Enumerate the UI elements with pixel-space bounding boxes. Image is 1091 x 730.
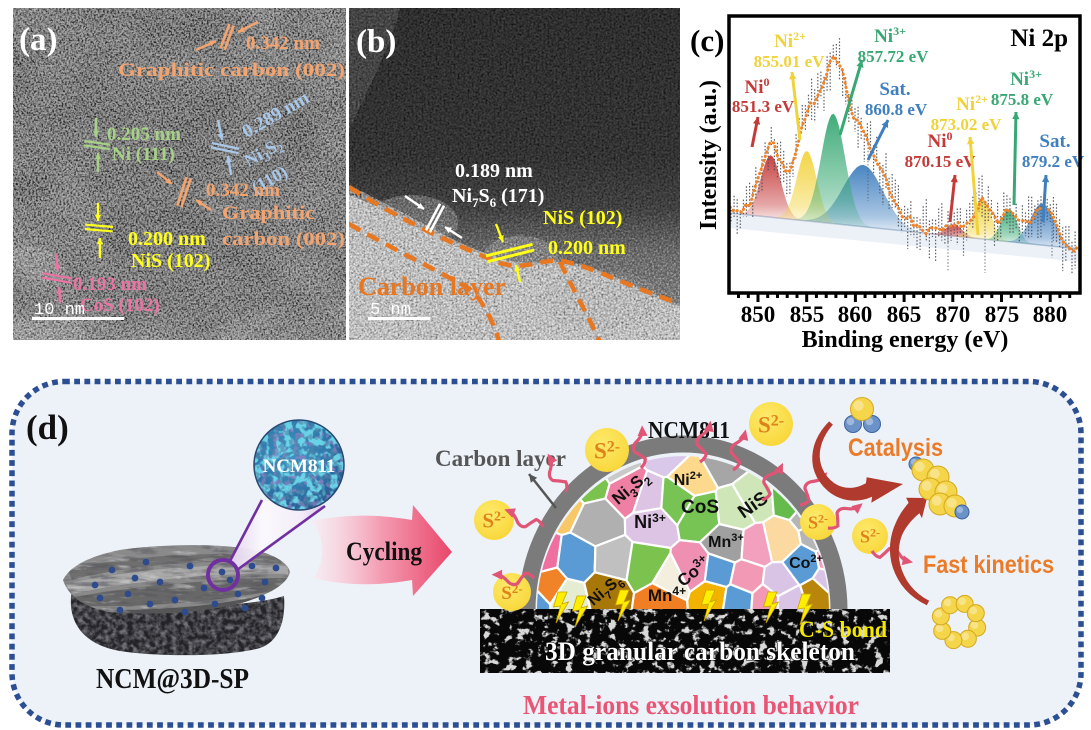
svg-text:Graphitic: Graphitic	[222, 203, 315, 224]
svg-text:(c): (c)	[690, 23, 724, 58]
svg-text:879.2 eV: 879.2 eV	[1022, 152, 1085, 171]
svg-text:Ni3+: Ni3+	[874, 24, 906, 47]
svg-text:Fast kinetics: Fast kinetics	[923, 551, 1054, 579]
svg-text:CoS (102): CoS (102)	[80, 295, 160, 316]
svg-text:NiS (102): NiS (102)	[543, 207, 622, 229]
svg-text:NCM811: NCM811	[263, 456, 336, 477]
svg-text:0.200 nm: 0.200 nm	[548, 237, 626, 259]
svg-text:carbon (002): carbon (002)	[222, 229, 345, 250]
svg-text:Ni2+: Ni2+	[774, 29, 806, 52]
svg-text:Ni3+: Ni3+	[1010, 67, 1042, 90]
svg-text:Ni7S6 (171): Ni7S6 (171)	[452, 185, 544, 210]
svg-text:3D granular carbon skeleton: 3D granular carbon skeleton	[545, 637, 856, 666]
svg-text:Ni0: Ni0	[745, 75, 770, 98]
svg-text:10 nm: 10 nm	[34, 301, 85, 320]
svg-text:5 nm: 5 nm	[370, 301, 411, 320]
svg-text:851.3 eV: 851.3 eV	[732, 97, 795, 116]
svg-text:875.8 eV: 875.8 eV	[991, 90, 1054, 109]
svg-text:CoS: CoS	[681, 497, 719, 518]
svg-text:(b): (b)	[356, 24, 396, 60]
svg-text:880: 880	[1033, 302, 1068, 327]
svg-text:(d): (d)	[26, 408, 69, 447]
svg-text:Ni 2p: Ni 2p	[1010, 25, 1068, 52]
svg-text:0.189 nm: 0.189 nm	[455, 160, 533, 182]
svg-text:865: 865	[887, 302, 922, 327]
svg-text:Carbon layer: Carbon layer	[358, 272, 506, 301]
svg-text:Ni0: Ni0	[928, 129, 953, 152]
svg-text:875: 875	[985, 302, 1020, 327]
svg-text:Intensity (a.u.): Intensity (a.u.)	[696, 80, 722, 230]
svg-text:0.200 nm: 0.200 nm	[128, 228, 206, 250]
svg-text:Graphitic carbon (002): Graphitic carbon (002)	[118, 60, 345, 81]
svg-text:Cycling: Cycling	[346, 537, 422, 566]
svg-text:873.02 eV: 873.02 eV	[931, 115, 1003, 134]
svg-text:NCM811: NCM811	[648, 418, 730, 444]
svg-text:0.342 nm: 0.342 nm	[246, 33, 320, 54]
svg-text:855.01 eV: 855.01 eV	[754, 52, 826, 71]
svg-text:0.205 nm: 0.205 nm	[107, 124, 181, 145]
svg-text:Metal-ions exsolution behavior: Metal-ions exsolution behavior	[523, 690, 859, 720]
svg-text:Binding energy (eV): Binding energy (eV)	[802, 327, 1009, 353]
svg-text:Catalysis: Catalysis	[848, 434, 943, 462]
svg-text:860.8 eV: 860.8 eV	[865, 100, 928, 119]
svg-text:Carbon layer: Carbon layer	[435, 446, 566, 471]
svg-text:C-S bond: C-S bond	[799, 617, 887, 642]
svg-text:Ni2+: Ni2+	[956, 92, 988, 115]
svg-text:0.342 nm: 0.342 nm	[206, 180, 280, 201]
svg-text:870.15 eV: 870.15 eV	[905, 152, 977, 171]
svg-text:Ni (111): Ni (111)	[112, 144, 175, 165]
svg-text:850: 850	[741, 302, 776, 327]
svg-text:870: 870	[936, 302, 971, 327]
svg-text:0.193 nm: 0.193 nm	[73, 274, 147, 295]
svg-text:860: 860	[838, 302, 873, 327]
svg-text:NiS (102): NiS (102)	[131, 250, 210, 272]
svg-text:Sat.: Sat.	[1039, 131, 1070, 152]
svg-text:857.72 eV: 857.72 eV	[858, 47, 930, 66]
svg-text:855: 855	[790, 302, 825, 327]
svg-text:(a): (a)	[19, 22, 57, 58]
svg-text:NCM@3D-SP: NCM@3D-SP	[96, 664, 249, 695]
svg-text:Sat.: Sat.	[879, 79, 910, 100]
